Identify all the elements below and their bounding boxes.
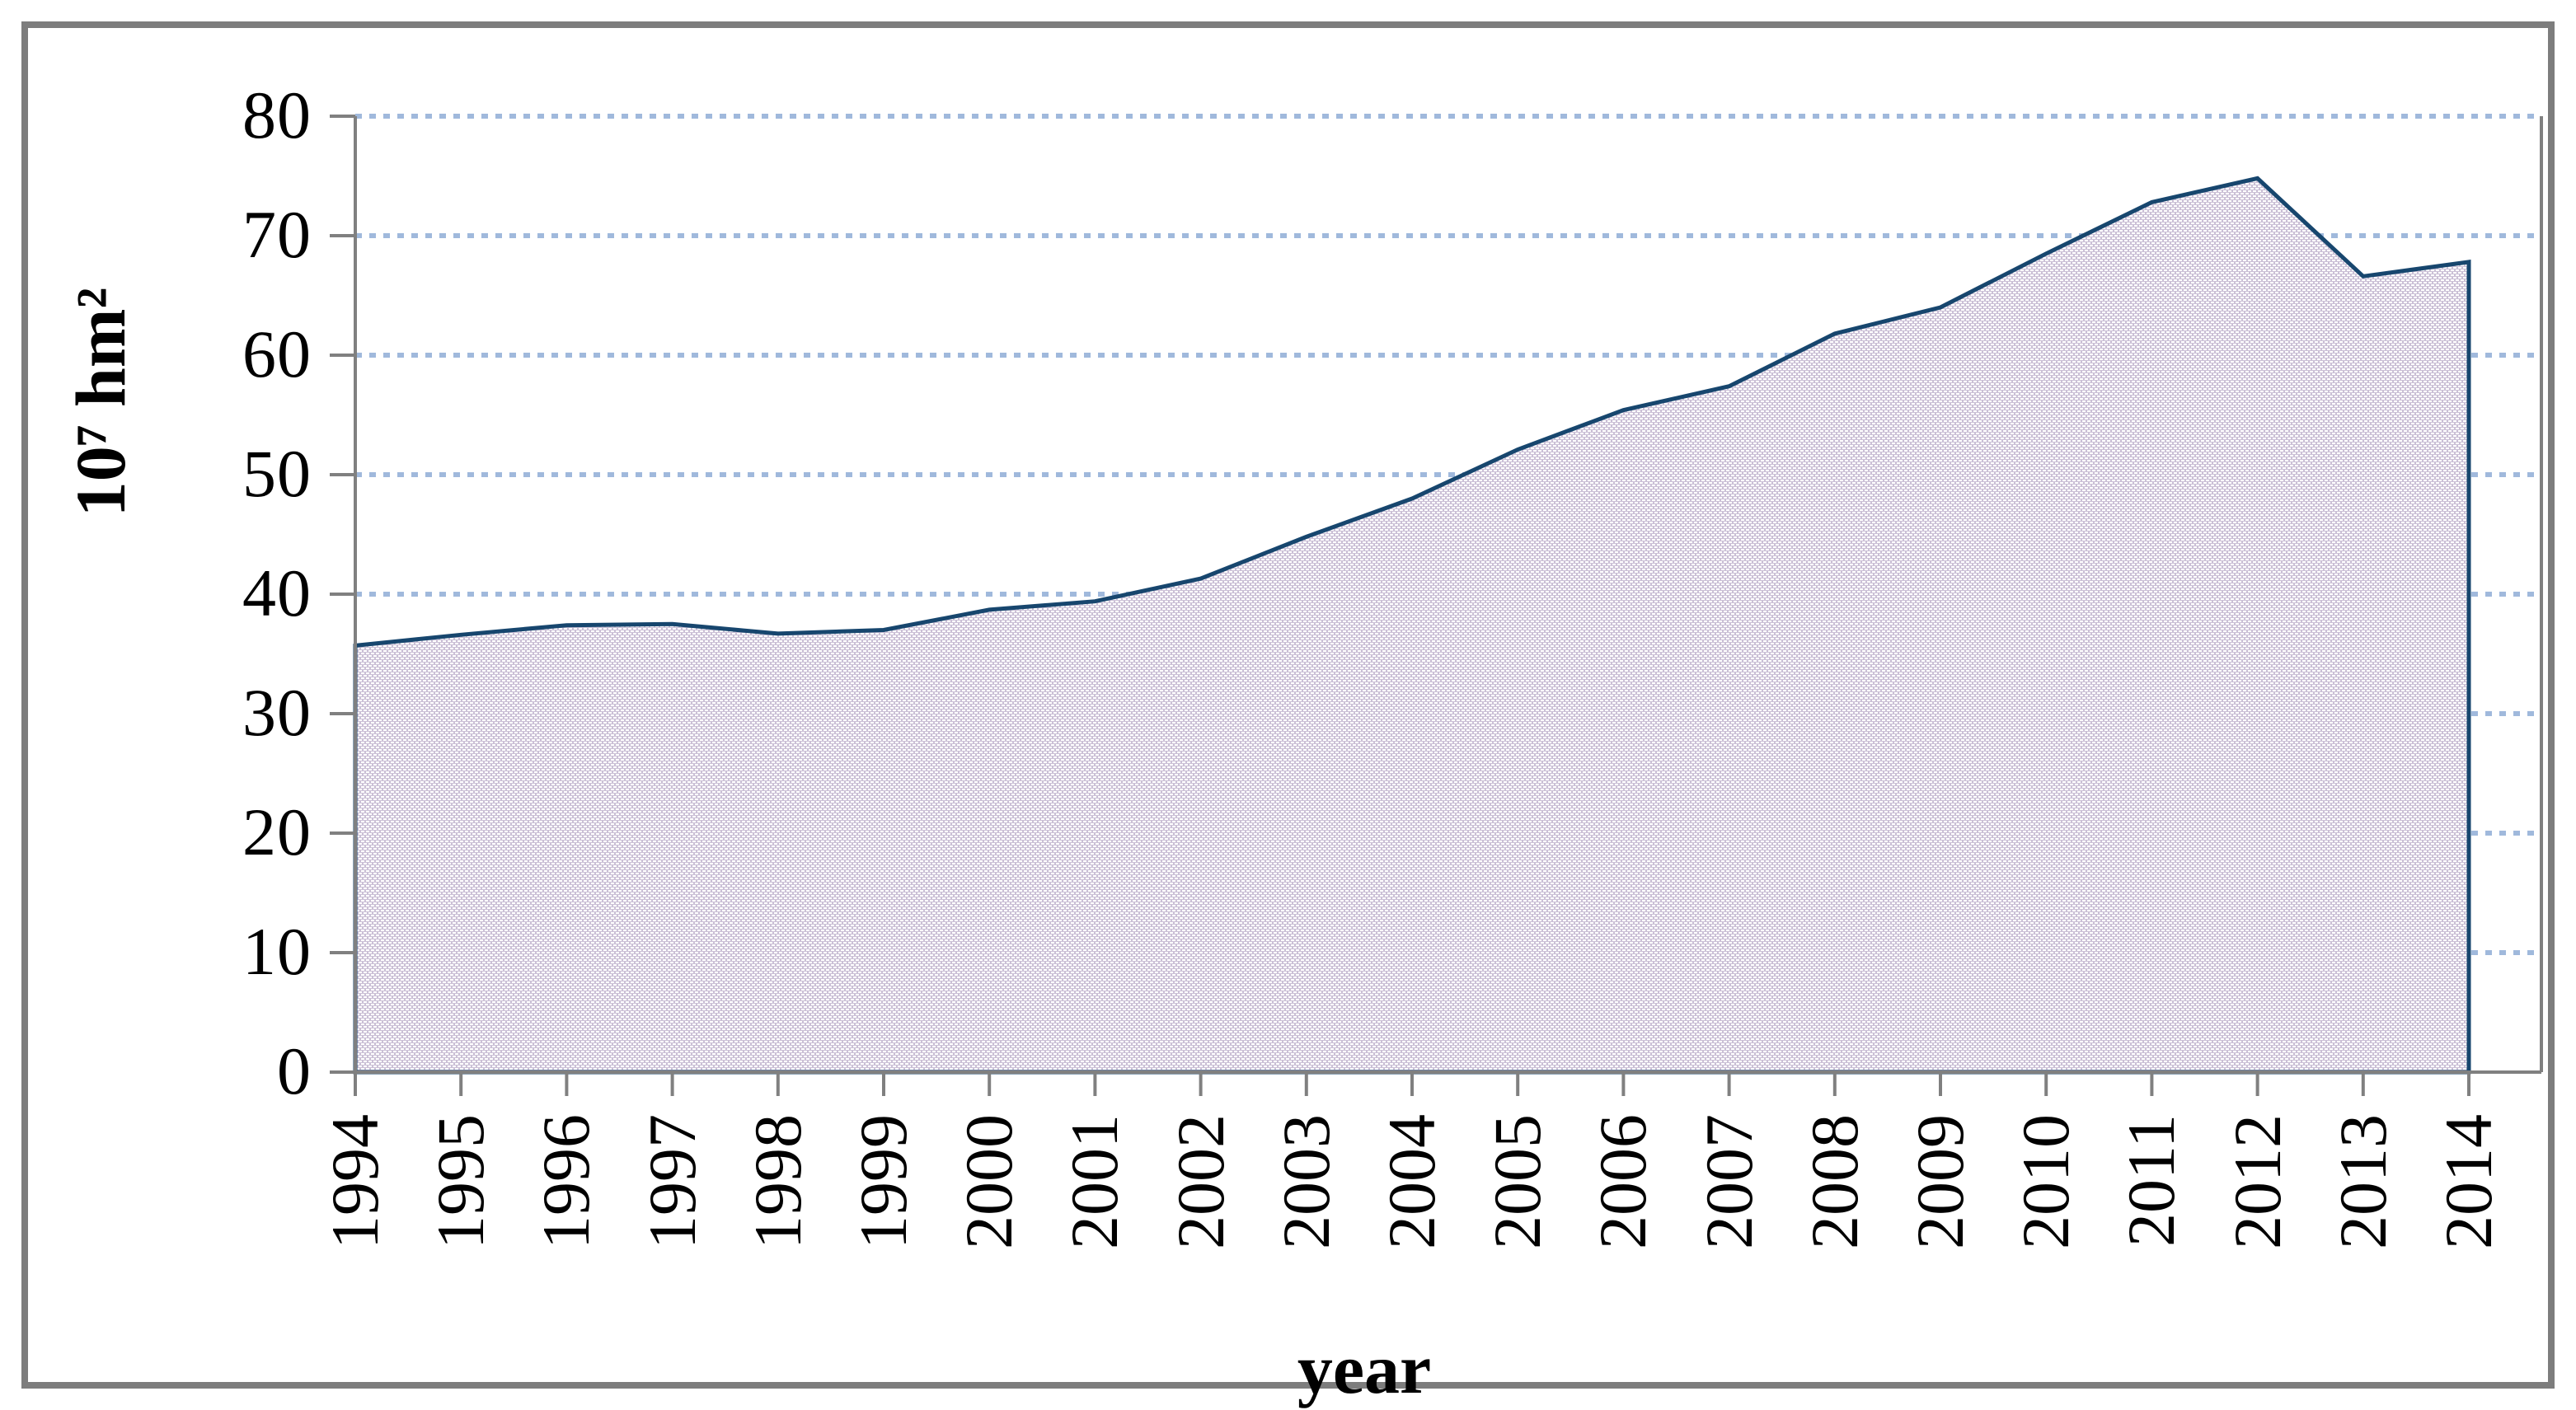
x-tick-label: 1997 <box>634 1114 710 1249</box>
x-tick-label: 2004 <box>1374 1114 1449 1249</box>
x-tick-label: 1999 <box>846 1114 921 1249</box>
x-tick-label: 1995 <box>423 1114 499 1249</box>
y-tick-label: 10 <box>242 914 312 989</box>
x-tick-label: 2001 <box>1057 1114 1133 1249</box>
x-tick-label: 2002 <box>1162 1114 1238 1249</box>
x-tick-label: 2008 <box>1796 1114 1872 1249</box>
x-tick-label: 2000 <box>951 1114 1027 1249</box>
x-tick-label: 2010 <box>2008 1114 2084 1249</box>
x-tick-label: 2003 <box>1268 1114 1344 1249</box>
x-tick-label: 1998 <box>739 1114 815 1249</box>
x-tick-label: 2007 <box>1691 1114 1767 1249</box>
x-axis-title: year <box>1297 1329 1432 1408</box>
x-tick-label: 2011 <box>2114 1114 2189 1247</box>
x-tick-label: 2009 <box>1903 1114 1978 1249</box>
x-tick-label: 2014 <box>2431 1114 2506 1249</box>
x-tick-label: 1994 <box>317 1114 392 1249</box>
y-tick-label: 30 <box>242 675 312 750</box>
y-tick-label: 70 <box>242 197 312 272</box>
x-tick-label: 1996 <box>528 1114 604 1249</box>
area-series <box>353 176 2471 1075</box>
y-tick-label: 50 <box>242 436 312 511</box>
y-tick-label: 80 <box>242 77 312 152</box>
y-tick-label: 40 <box>242 555 312 630</box>
x-tick-label: 2013 <box>2325 1114 2400 1249</box>
x-tick-label: 2005 <box>1480 1114 1555 1249</box>
x-tick-label: 2006 <box>1585 1114 1661 1249</box>
y-tick-label: 0 <box>277 1033 312 1108</box>
y-tick-label: 60 <box>242 316 312 391</box>
y-tick-label: 20 <box>242 794 312 869</box>
x-tick-label: 2012 <box>2219 1114 2295 1249</box>
